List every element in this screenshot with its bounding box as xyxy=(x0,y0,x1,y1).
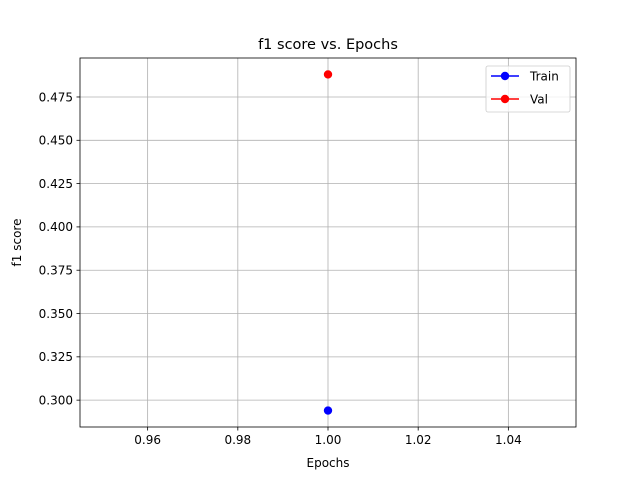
x-tick-label: 0.98 xyxy=(224,433,251,447)
plot-frame xyxy=(79,57,577,428)
x-tick-label: 0.96 xyxy=(134,433,161,447)
legend-train-marker xyxy=(500,71,510,81)
legend-val-marker xyxy=(500,94,510,104)
y-tick-label: 0.375 xyxy=(39,264,73,278)
y-tick-label: 0.300 xyxy=(39,393,73,407)
chart-title: f1 score vs. Epochs xyxy=(258,37,398,53)
grid-lines xyxy=(80,58,576,427)
y-tick-label: 0.450 xyxy=(39,134,73,148)
y-tick-label: 0.400 xyxy=(39,220,73,234)
val-point xyxy=(323,70,333,79)
y-axis-label: f1 score xyxy=(10,219,24,267)
series-marks xyxy=(323,70,333,415)
y-tick-label: 0.350 xyxy=(39,307,73,321)
legend-val-label: Val xyxy=(530,92,548,106)
axis-ticks: 0.96 0.98 1.00 1.02 1.04 0.300 0.325 0.350 0.375… xyxy=(39,90,522,447)
legend-train-label: Train xyxy=(529,69,559,83)
y-tick-label: 0.475 xyxy=(39,90,73,104)
legend: Train Val xyxy=(485,65,571,113)
y-tick-label: 0.325 xyxy=(39,350,73,364)
x-tick-label: 1.00 xyxy=(315,433,342,447)
x-tick-label: 1.04 xyxy=(495,433,522,447)
x-axis-label: Epochs xyxy=(307,456,350,470)
y-tick-label: 0.425 xyxy=(39,177,73,191)
x-tick-label: 1.02 xyxy=(405,433,432,447)
train-point xyxy=(323,406,333,415)
